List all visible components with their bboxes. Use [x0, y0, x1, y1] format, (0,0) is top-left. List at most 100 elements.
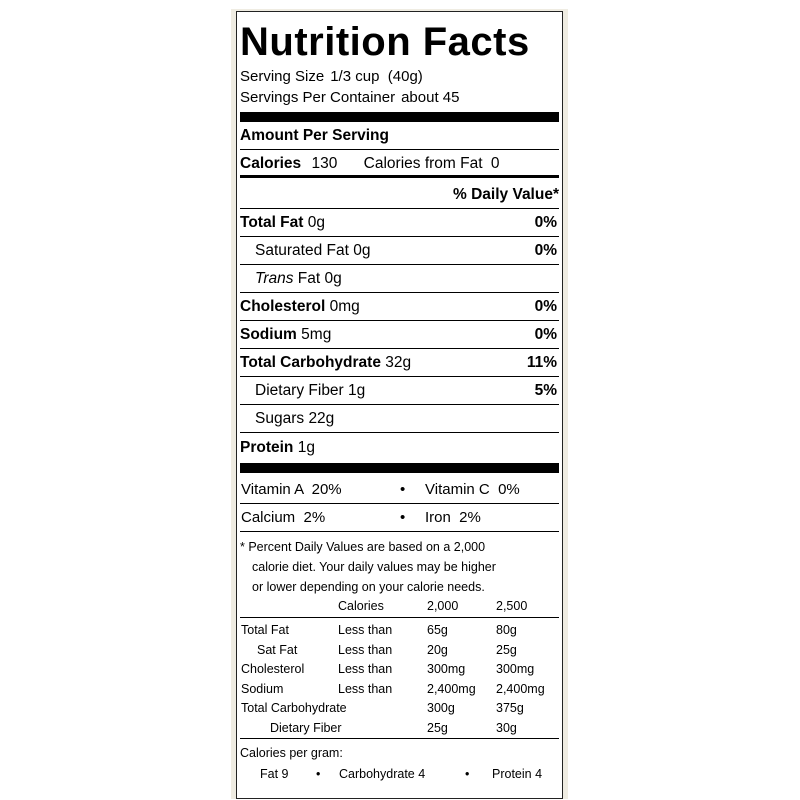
footnote-line: or lower depending on your calorie needs… [252, 580, 485, 594]
dv-cell-2000: 25g [427, 720, 448, 735]
calories-per-gram: Calories per gram: Fat 9 • Carbohydrate … [240, 743, 559, 785]
nutrient-name: Protein [240, 439, 294, 456]
table-row: Dietary Fiber 25g 30g [240, 719, 559, 739]
table-row: Total Carbohydrate 300g 375g [240, 699, 559, 719]
calories-per-gram-label: Calories per gram: [240, 746, 343, 760]
vitamin-a: Vitamin A 20% [241, 481, 342, 498]
dv-cell-2000: 300mg [427, 662, 466, 676]
nutrient-amount: 32g [385, 354, 412, 371]
bullet-separator: • [400, 509, 406, 526]
dv-cell-qualifier: Less than [338, 662, 393, 676]
nutrient-dv: 0% [534, 214, 557, 231]
nutrition-label: Nutrition Facts Serving Size 1/3 cup (40g… [236, 11, 563, 799]
nutrient-name: Fat [297, 270, 321, 287]
dv-cell-2500: 25g [496, 642, 517, 657]
nutrient-name: Cholesterol [240, 298, 326, 315]
dv-cell-nutrient: Cholesterol [241, 662, 305, 676]
dv-cell-nutrient: Sat Fat [257, 642, 298, 657]
nutrient-amount: 22g [308, 410, 335, 427]
footnote-line: * Percent Daily Values are based on a 2,… [240, 540, 486, 554]
table-row: Cholesterol Less than 300mg 300mg [240, 660, 559, 680]
dv-header-2500: 2,500 [496, 599, 528, 613]
calories-per-gram-values: Fat 9 • Carbohydrate 4 • Protein 4 [240, 763, 559, 785]
dv-cell-2500: 2,400mg [496, 681, 545, 696]
servings-value: about 45 [401, 89, 460, 106]
dv-cell-nutrient: Total Fat [241, 623, 289, 637]
serving-size-value: 1/3 cup (40g) [330, 68, 423, 85]
nutrient-row-sodium: Sodium 5mg 0% [240, 321, 559, 349]
nutrient-row-saturated-fat: Saturated Fat 0g 0% [240, 237, 559, 265]
nutrient-name: Saturated Fat [255, 242, 349, 259]
calories-label: Calories [240, 155, 302, 172]
dv-cell-2500: 30g [496, 720, 517, 735]
calcium: Calcium 2% [241, 509, 326, 526]
dv-cell-nutrient: Sodium [241, 681, 284, 696]
daily-value-header: % Daily Value* [240, 181, 559, 209]
nutrient-dv: 0% [534, 242, 557, 259]
dv-cell-2000: 2,400mg [427, 681, 476, 696]
nutrient-name: Dietary Fiber [255, 382, 344, 399]
nutrient-amount: 5mg [301, 326, 332, 343]
amount-per-serving: Amount Per Serving [240, 122, 559, 150]
dv-cell-qualifier: Less than [338, 642, 393, 657]
label-title: Nutrition Facts [240, 20, 530, 64]
dv-cell-nutrient: Total Carbohydrate [241, 701, 347, 715]
nutrient-dv: 0% [534, 326, 557, 343]
fat-per-gram: Fat 9 [260, 767, 289, 781]
calories-row: Calories 130 Calories from Fat 0 [240, 150, 559, 178]
dv-cell-qualifier: Less than [338, 623, 393, 637]
nutrient-amount: 0g [307, 214, 325, 231]
dv-cell-qualifier: Less than [338, 681, 393, 696]
bullet-separator: • [465, 767, 470, 781]
nutrient-row-dietary-fiber: Dietary Fiber 1g 5% [240, 377, 559, 405]
nutrient-amount: 0mg [329, 298, 360, 315]
table-row: Sat Fat Less than 20g 25g [240, 641, 559, 661]
nutrient-row-cholesterol: Cholesterol 0mg 0% [240, 293, 559, 321]
dv-cell-2500: 80g [496, 623, 517, 637]
dv-table-header: Calories 2,000 2,500 [240, 597, 559, 618]
dv-cell-2500: 375g [496, 701, 524, 715]
nutrient-row-protein: Protein 1g [240, 433, 559, 462]
calories-from-fat-value: 0 [490, 155, 500, 172]
serving-size-label: Serving Size [240, 68, 325, 85]
nutrient-amount: 0g [324, 270, 342, 287]
calories-from-fat-label: Calories from Fat [363, 155, 483, 172]
nutrient-dv: 5% [534, 382, 557, 399]
protein-per-gram: Protein 4 [492, 767, 543, 781]
bullet-separator: • [316, 767, 321, 781]
dv-table: Calories 2,000 2,500 Total Fat Less than… [240, 597, 559, 739]
bullet-separator: • [400, 481, 406, 498]
footnote-line: calorie diet. Your daily values may be h… [252, 560, 496, 574]
nutrient-row-sugars: Sugars 22g [240, 405, 559, 433]
table-row: Total Fat Less than 65g 80g [240, 621, 559, 641]
dv-cell-2000: 300g [427, 701, 455, 715]
nutrient-name: Sodium [240, 326, 297, 343]
dv-cell-2000: 20g [427, 642, 448, 657]
iron: Iron 2% [425, 509, 481, 526]
nutrient-row-total-carbohydrate: Total Carbohydrate 32g 11% [240, 349, 559, 377]
carbohydrate-per-gram: Carbohydrate 4 [339, 767, 426, 781]
nutrient-dv: 0% [534, 298, 557, 315]
nutrient-row-trans-fat: Trans Fat 0g [240, 265, 559, 293]
mineral-row: Calcium 2% • Iron 2% [240, 504, 559, 532]
servings-label: Servings Per Container [240, 89, 396, 106]
nutrient-amount: 1g [297, 439, 315, 456]
nutrient-amount: 1g [348, 382, 366, 399]
thick-divider [240, 112, 559, 122]
serving-size: Serving Size 1/3 cup (40g) [240, 66, 559, 87]
nutrient-dv: 11% [526, 354, 557, 371]
nutrient-name-italic: Trans [255, 270, 294, 287]
nutrient-name: Total Fat [240, 214, 304, 231]
calories-value: 130 [311, 155, 338, 172]
table-row: Sodium Less than 2,400mg 2,400mg [240, 680, 559, 700]
nutrient-amount: 0g [353, 242, 371, 259]
nutrient-name: Total Carbohydrate [240, 354, 381, 371]
nutrient-name: Sugars [255, 410, 305, 427]
dv-cell-2500: 300mg [496, 662, 535, 676]
footnote: * Percent Daily Values are based on a 2,… [240, 537, 559, 597]
dv-cell-2000: 65g [427, 623, 448, 637]
servings-per-container: Servings Per Container about 45 [240, 87, 559, 108]
dv-cell-nutrient: Dietary Fiber [270, 720, 342, 735]
nutrient-row-total-fat: Total Fat 0g 0% [240, 209, 559, 237]
dv-header-calories: Calories [338, 599, 384, 613]
